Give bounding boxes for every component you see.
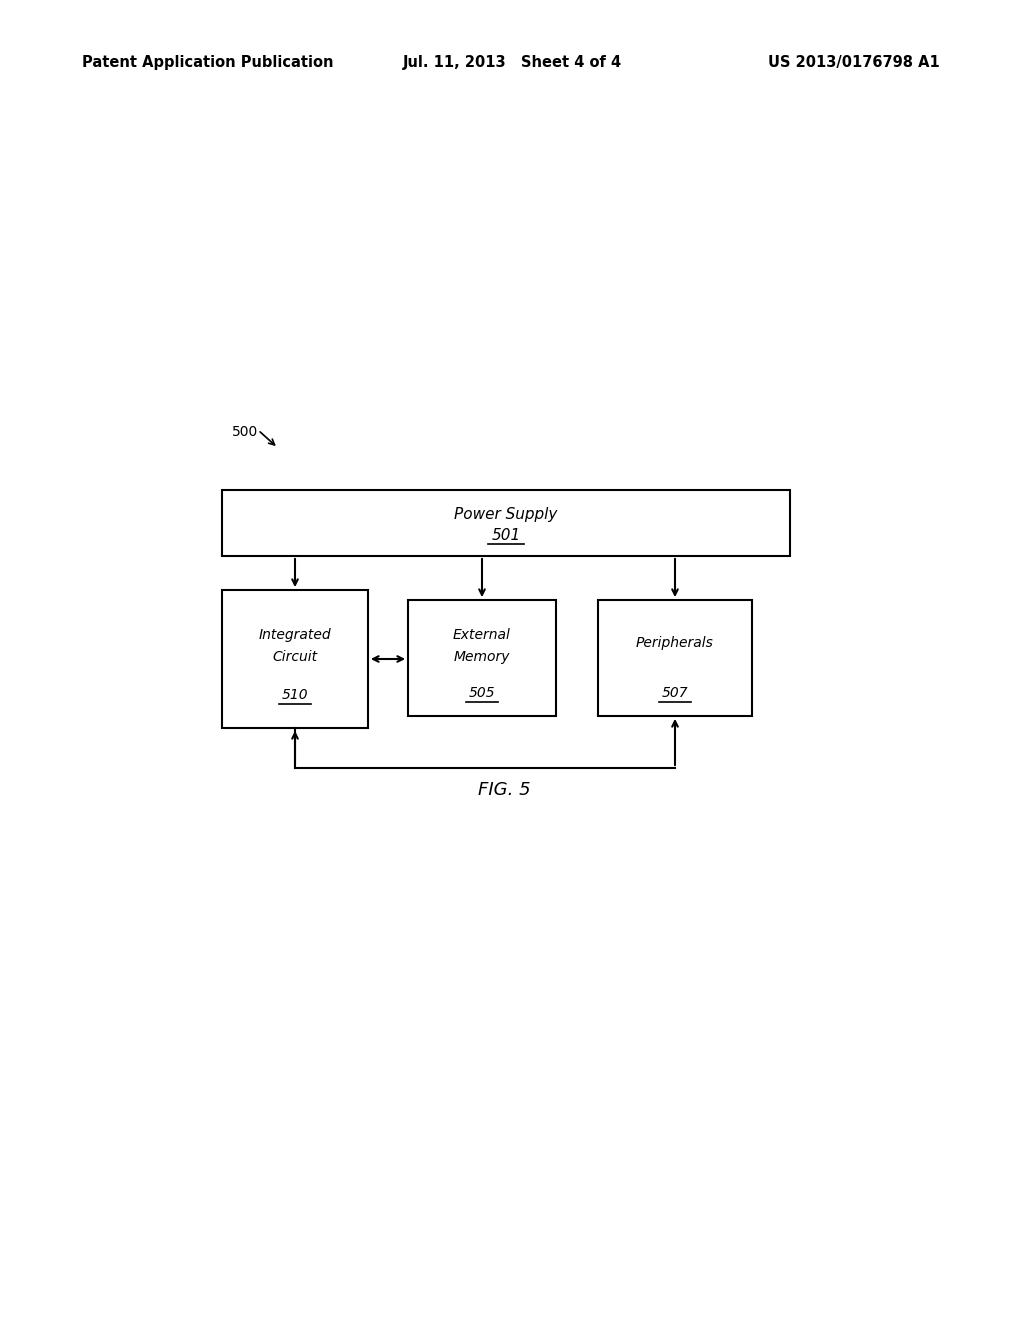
Bar: [408, 601, 556, 715]
Text: Jul. 11, 2013   Sheet 4 of 4: Jul. 11, 2013 Sheet 4 of 4: [402, 54, 622, 70]
Bar: [598, 601, 752, 715]
Text: Power Supply: Power Supply: [455, 507, 558, 521]
Text: External: External: [453, 628, 511, 642]
Bar: [222, 590, 368, 729]
Text: 510: 510: [282, 688, 308, 702]
Text: 507: 507: [662, 686, 688, 700]
Bar: [222, 490, 790, 556]
Text: Integrated: Integrated: [259, 628, 332, 642]
Text: Circuit: Circuit: [272, 649, 317, 664]
Text: Memory: Memory: [454, 649, 510, 664]
Text: 500: 500: [232, 425, 258, 440]
Text: US 2013/0176798 A1: US 2013/0176798 A1: [768, 54, 940, 70]
Text: Peripherals: Peripherals: [636, 636, 714, 649]
Text: 505: 505: [469, 686, 496, 700]
Text: 501: 501: [492, 528, 520, 543]
Text: Patent Application Publication: Patent Application Publication: [82, 54, 334, 70]
Text: FIG. 5: FIG. 5: [477, 781, 530, 799]
